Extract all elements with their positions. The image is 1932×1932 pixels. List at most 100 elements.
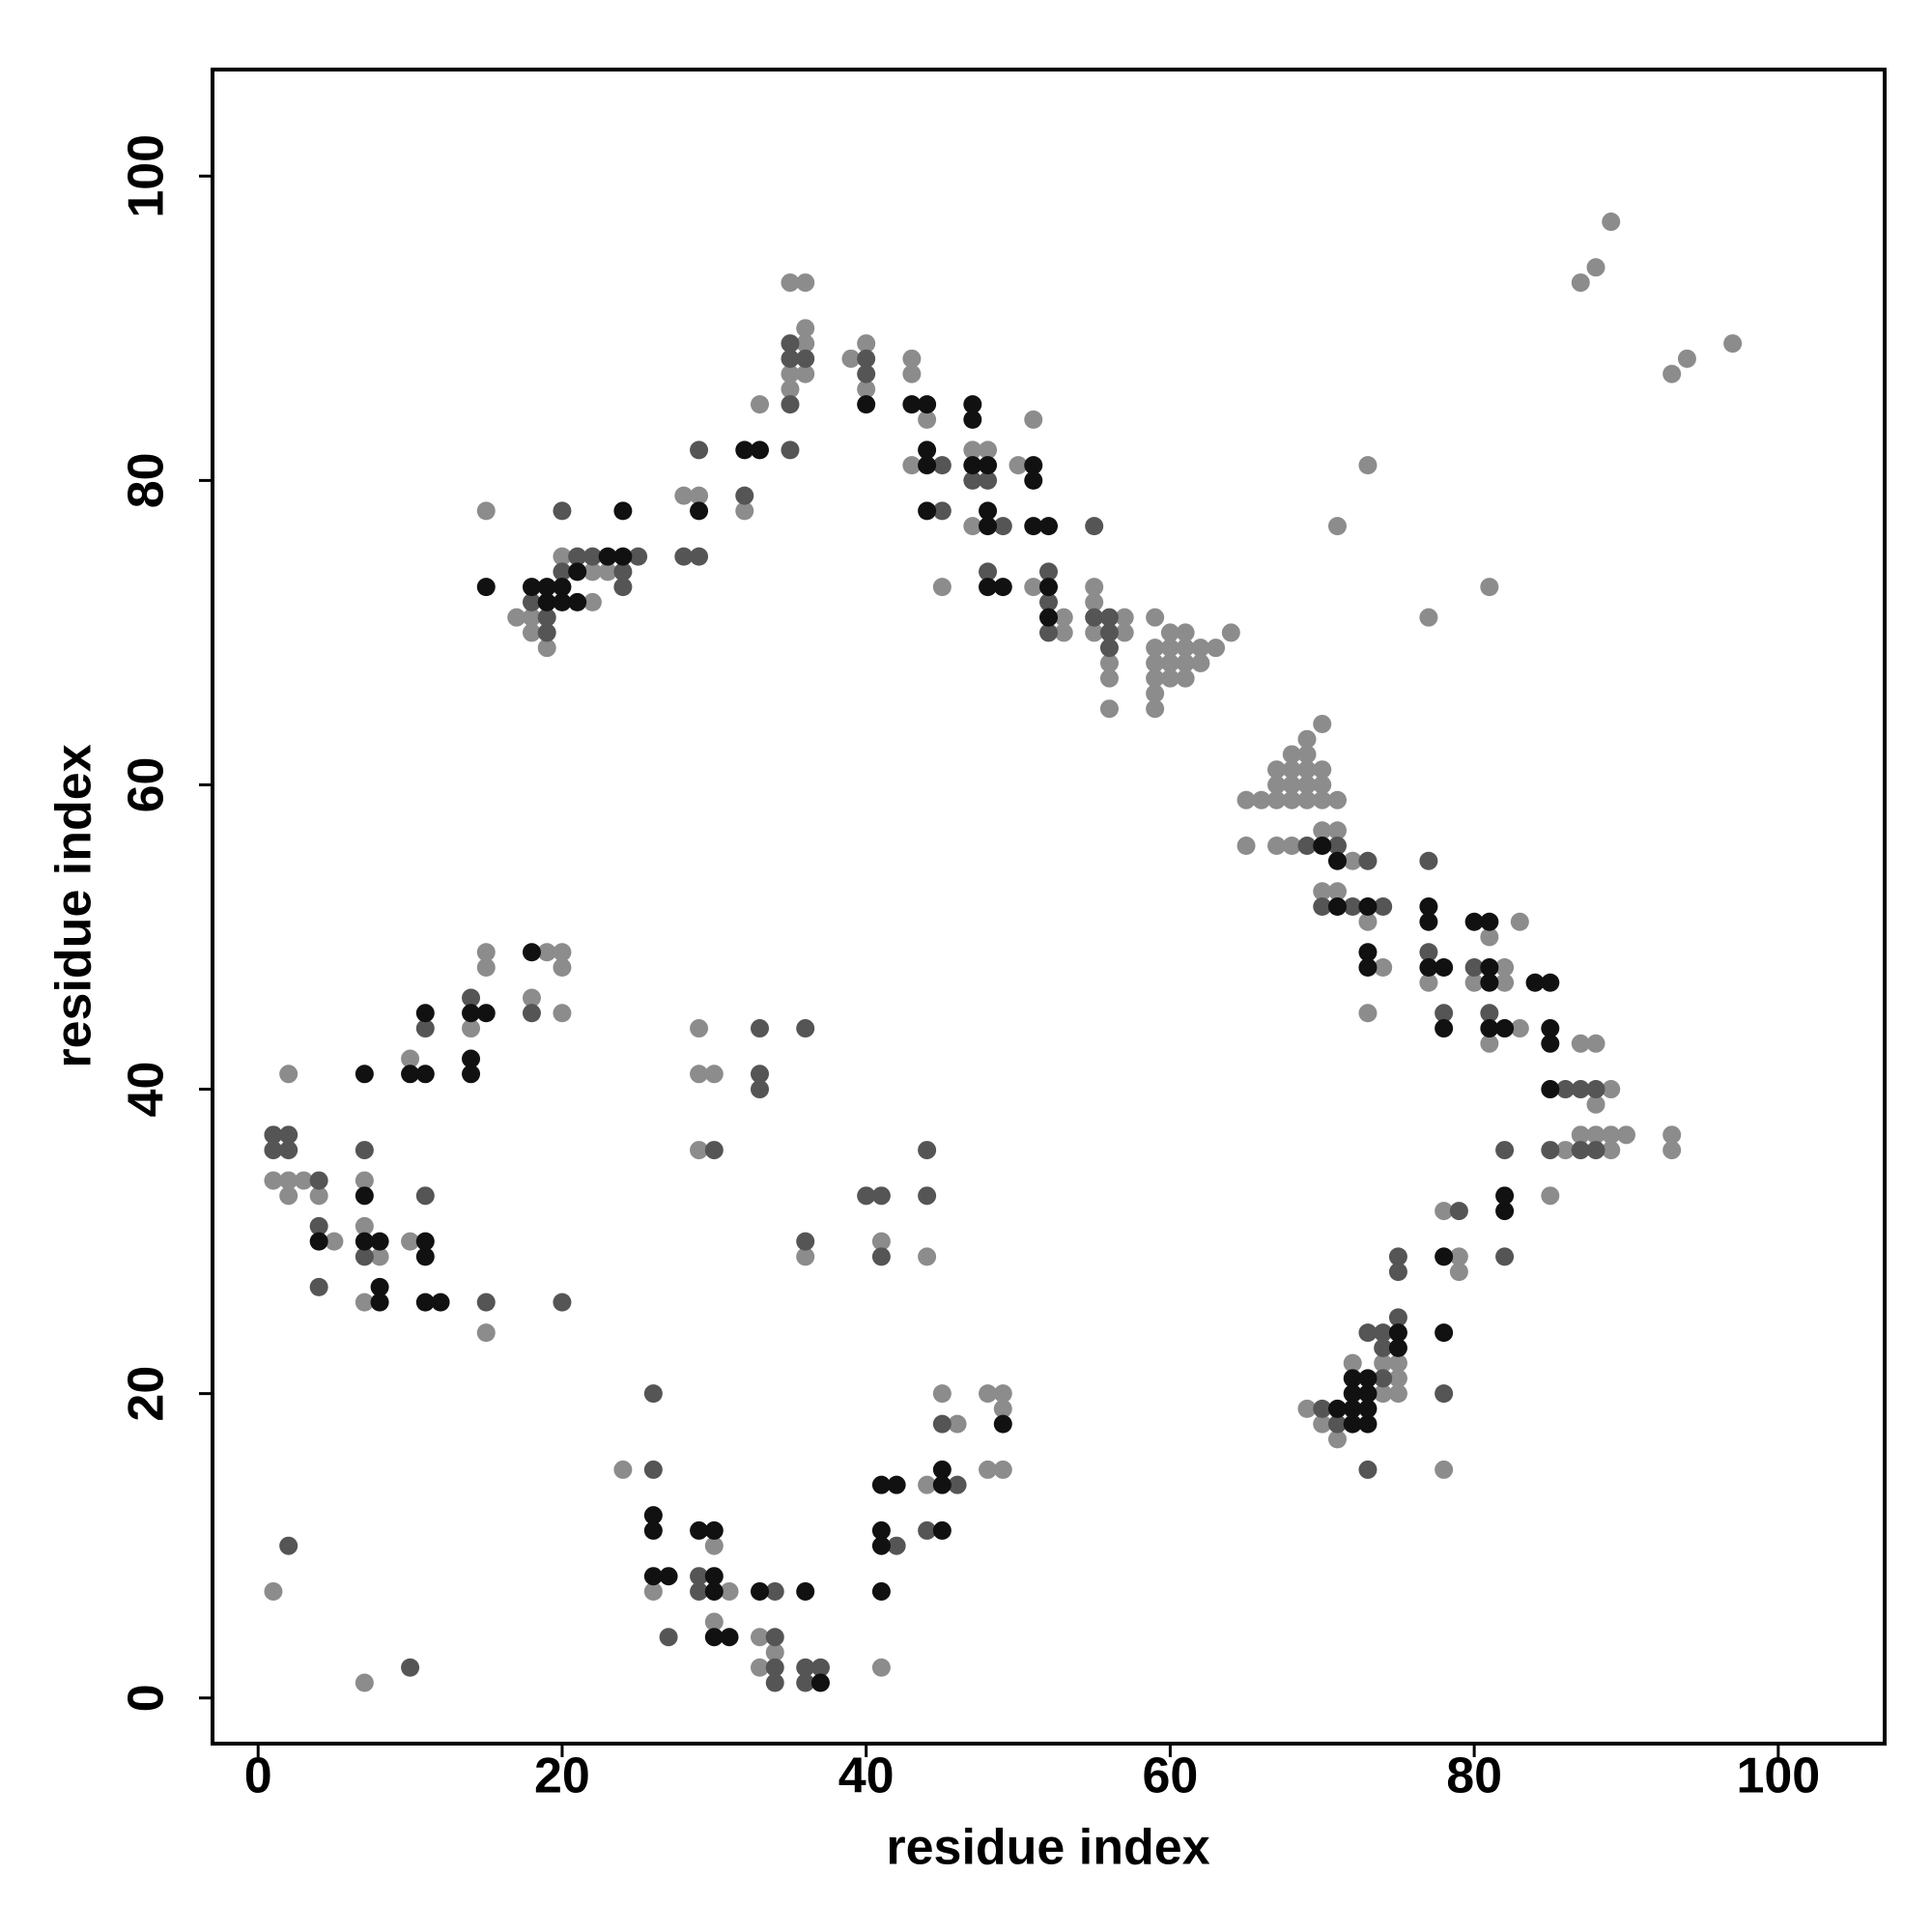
point [537, 592, 556, 611]
point [1358, 1369, 1378, 1388]
point [553, 578, 572, 597]
point [765, 1673, 784, 1692]
point [1449, 1247, 1468, 1266]
point [1571, 273, 1590, 293]
point [1146, 608, 1165, 627]
y-tick-label: 60 [119, 757, 175, 813]
point [1343, 1399, 1362, 1418]
point [857, 1186, 876, 1206]
point [537, 943, 556, 962]
point [553, 547, 572, 566]
point [1586, 1080, 1605, 1099]
point [979, 1460, 998, 1479]
point [1327, 1414, 1347, 1434]
point [1267, 836, 1287, 855]
point [1464, 973, 1484, 992]
point [476, 1004, 496, 1023]
point [1313, 760, 1332, 780]
point [1586, 258, 1605, 277]
point [553, 562, 572, 582]
point [1571, 1080, 1590, 1099]
point [1115, 623, 1134, 642]
point [553, 592, 572, 611]
point [1541, 1019, 1560, 1038]
point [370, 1247, 389, 1266]
point [857, 395, 876, 414]
point [735, 486, 754, 505]
point [1435, 1019, 1454, 1038]
point [1327, 897, 1347, 916]
point [1358, 1460, 1378, 1479]
y-tick-label: 100 [119, 134, 175, 218]
point [1160, 668, 1179, 688]
point [857, 334, 876, 354]
point [643, 1520, 663, 1540]
point [1297, 790, 1317, 810]
point [1602, 1141, 1621, 1160]
point [1556, 1080, 1576, 1099]
point [1388, 1263, 1407, 1282]
point [1282, 775, 1301, 794]
point [1435, 1384, 1454, 1404]
point [781, 395, 800, 414]
point [751, 395, 770, 414]
plot-frame [211, 68, 1887, 1746]
point [1297, 745, 1317, 764]
point [1099, 639, 1119, 658]
point [537, 623, 556, 642]
point [1236, 836, 1256, 855]
point [751, 1658, 770, 1677]
point [507, 608, 526, 627]
point [629, 547, 648, 566]
point [1480, 958, 1499, 978]
point [690, 1065, 709, 1084]
point [476, 501, 496, 521]
point [1099, 623, 1119, 642]
point [1388, 1323, 1407, 1343]
point [1464, 912, 1484, 931]
point [415, 1019, 435, 1038]
point [690, 547, 709, 566]
point [431, 1293, 450, 1312]
point [979, 501, 998, 521]
point [948, 1475, 967, 1494]
point [1160, 639, 1179, 658]
point [643, 1581, 663, 1601]
point [1358, 1414, 1378, 1434]
point [1085, 578, 1104, 597]
point [796, 1658, 815, 1677]
point [1435, 1247, 1454, 1266]
point [963, 456, 982, 475]
point [781, 349, 800, 368]
point [1419, 897, 1438, 916]
point [674, 486, 694, 505]
point [1327, 821, 1347, 840]
point [871, 1186, 891, 1206]
point [522, 623, 541, 642]
point [537, 578, 556, 597]
point [979, 578, 998, 597]
point [279, 1186, 298, 1206]
point [476, 943, 496, 962]
point [1313, 882, 1332, 901]
point [264, 1141, 283, 1160]
point [1374, 1338, 1393, 1357]
point [1358, 851, 1378, 870]
point [1419, 608, 1438, 627]
point [1115, 608, 1134, 627]
point [1495, 1202, 1515, 1221]
point [796, 1247, 815, 1266]
point [1146, 653, 1165, 672]
point [1586, 1094, 1605, 1114]
x-tick-label: 100 [1736, 1748, 1820, 1804]
point [1586, 1125, 1605, 1145]
point [1435, 958, 1454, 978]
point [796, 364, 815, 384]
point [963, 517, 982, 536]
point [993, 1414, 1012, 1434]
point [462, 988, 481, 1008]
point [1099, 699, 1119, 719]
point [781, 364, 800, 384]
point [1480, 1019, 1499, 1038]
point [810, 1658, 830, 1677]
